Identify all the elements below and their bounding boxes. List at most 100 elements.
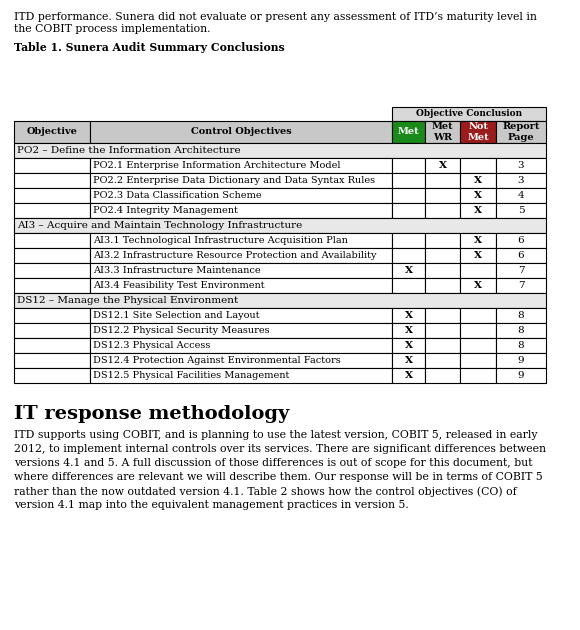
Text: IT response methodology: IT response methodology <box>14 405 289 423</box>
Bar <box>392 338 425 353</box>
Bar <box>90 203 392 218</box>
Text: rather than the now outdated version 4.1. Table 2 shows how the control objectiv: rather than the now outdated version 4.1… <box>14 486 517 496</box>
Bar <box>90 263 392 278</box>
Bar <box>460 353 496 368</box>
Text: Control Objectives: Control Objectives <box>191 127 291 137</box>
Bar <box>90 121 392 143</box>
Bar <box>392 233 425 248</box>
Text: X: X <box>404 311 412 320</box>
Text: PO2.4 Integrity Management: PO2.4 Integrity Management <box>93 206 238 215</box>
Bar <box>392 173 425 188</box>
Text: 7: 7 <box>518 281 524 290</box>
Bar <box>14 323 90 338</box>
Bar <box>496 278 546 293</box>
Bar <box>90 173 392 188</box>
Text: where differences are relevant we will describe them. Our response will be in te: where differences are relevant we will d… <box>14 472 543 482</box>
Text: Objective Conclusion: Objective Conclusion <box>416 110 522 118</box>
Text: 8: 8 <box>518 311 524 320</box>
Bar <box>460 188 496 203</box>
Text: 5: 5 <box>518 206 524 215</box>
Text: X: X <box>474 281 482 290</box>
Text: PO2.1 Enterprise Information Architecture Model: PO2.1 Enterprise Information Architectur… <box>93 161 340 170</box>
Text: 7: 7 <box>518 266 524 275</box>
Text: Not
Met: Not Met <box>467 122 489 142</box>
Bar <box>14 143 546 158</box>
Bar <box>460 368 496 383</box>
Bar <box>392 107 546 121</box>
Bar <box>496 173 546 188</box>
Bar <box>425 308 460 323</box>
Bar <box>14 293 546 308</box>
Bar <box>425 368 460 383</box>
Bar <box>14 158 90 173</box>
Text: 3: 3 <box>518 161 524 170</box>
Bar <box>425 121 460 143</box>
Bar <box>496 323 546 338</box>
Text: versions 4.1 and 5. A full discussion of those differences is out of scope for t: versions 4.1 and 5. A full discussion of… <box>14 458 532 468</box>
Bar <box>496 353 546 368</box>
Bar <box>425 173 460 188</box>
Bar <box>90 368 392 383</box>
Bar <box>14 173 90 188</box>
Text: 2012, to implement internal controls over its services. There are significant di: 2012, to implement internal controls ove… <box>14 444 546 454</box>
Bar <box>392 188 425 203</box>
Text: ITD supports using COBIT, and is planning to use the latest version, COBIT 5, re: ITD supports using COBIT, and is plannin… <box>14 430 538 440</box>
Text: 3: 3 <box>518 176 524 185</box>
Bar <box>392 203 425 218</box>
Text: X: X <box>474 191 482 200</box>
Bar <box>460 173 496 188</box>
Text: X: X <box>404 341 412 350</box>
Text: DS12.3 Physical Access: DS12.3 Physical Access <box>93 341 211 350</box>
Text: PO2 – Define the Information Architecture: PO2 – Define the Information Architectur… <box>17 146 241 155</box>
Bar <box>14 121 90 143</box>
Text: X: X <box>404 326 412 335</box>
Bar <box>460 278 496 293</box>
Text: DS12.2 Physical Security Measures: DS12.2 Physical Security Measures <box>93 326 270 335</box>
Bar <box>90 248 392 263</box>
Bar <box>496 158 546 173</box>
Text: DS12 – Manage the Physical Environment: DS12 – Manage the Physical Environment <box>17 296 238 305</box>
Bar <box>392 368 425 383</box>
Text: 6: 6 <box>518 251 524 260</box>
Text: Met
WR: Met WR <box>432 122 454 142</box>
Bar <box>392 248 425 263</box>
Text: AI3.4 Feasibility Test Environment: AI3.4 Feasibility Test Environment <box>93 281 264 290</box>
Bar <box>14 308 90 323</box>
Bar <box>425 278 460 293</box>
Bar <box>392 308 425 323</box>
Text: 4: 4 <box>518 191 524 200</box>
Bar <box>90 233 392 248</box>
Bar <box>460 158 496 173</box>
Bar <box>460 203 496 218</box>
Text: 8: 8 <box>518 341 524 350</box>
Text: X: X <box>474 251 482 260</box>
Bar <box>460 323 496 338</box>
Bar <box>90 278 392 293</box>
Text: DS12.1 Site Selection and Layout: DS12.1 Site Selection and Layout <box>93 311 260 320</box>
Text: X: X <box>474 206 482 215</box>
Bar <box>14 233 90 248</box>
Bar <box>392 158 425 173</box>
Bar <box>90 188 392 203</box>
Bar <box>425 203 460 218</box>
Bar <box>425 248 460 263</box>
Bar <box>496 308 546 323</box>
Text: X: X <box>404 371 412 380</box>
Bar <box>14 263 90 278</box>
Bar <box>496 188 546 203</box>
Bar <box>90 308 392 323</box>
Text: PO2.3 Data Classification Scheme: PO2.3 Data Classification Scheme <box>93 191 262 200</box>
Bar <box>14 218 546 233</box>
Bar <box>14 368 90 383</box>
Text: X: X <box>438 161 447 170</box>
Text: 9: 9 <box>518 371 524 380</box>
Bar <box>90 158 392 173</box>
Bar <box>425 263 460 278</box>
Text: 9: 9 <box>518 356 524 365</box>
Bar <box>392 263 425 278</box>
Bar <box>14 203 90 218</box>
Text: AI3.2 Infrastructure Resource Protection and Availability: AI3.2 Infrastructure Resource Protection… <box>93 251 376 260</box>
Text: AI3.1 Technological Infrastructure Acquisition Plan: AI3.1 Technological Infrastructure Acqui… <box>93 236 348 245</box>
Text: PO2.2 Enterprise Data Dictionary and Data Syntax Rules: PO2.2 Enterprise Data Dictionary and Dat… <box>93 176 375 185</box>
Text: DS12.4 Protection Against Environmental Factors: DS12.4 Protection Against Environmental … <box>93 356 341 365</box>
